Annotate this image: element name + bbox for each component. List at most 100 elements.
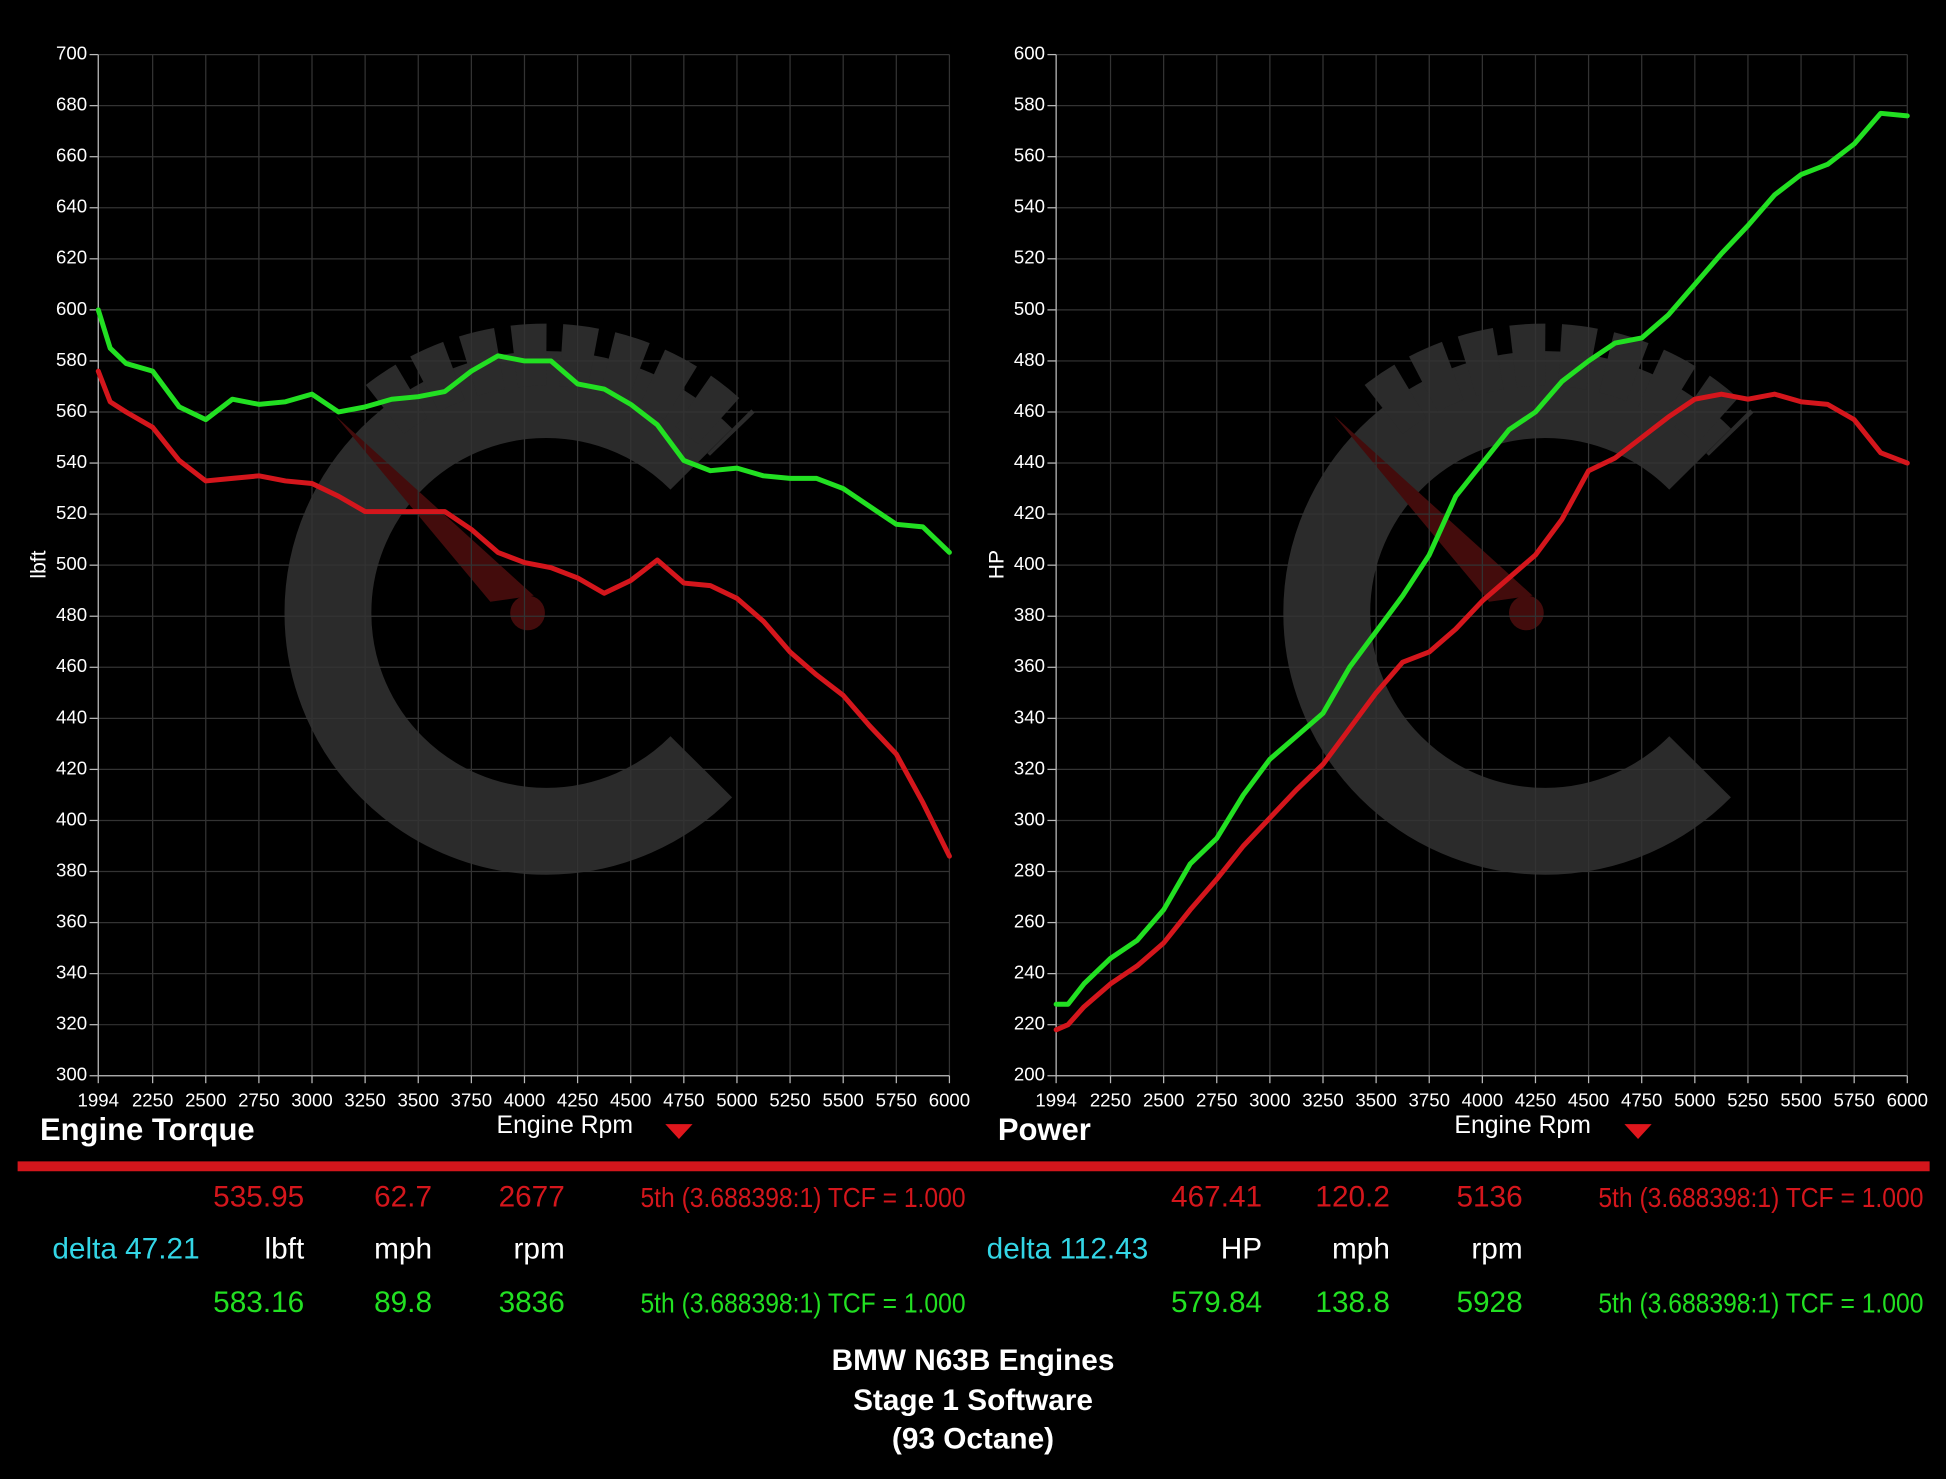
readout-red: 120.2: [1315, 1180, 1389, 1213]
y-tick-label: 560: [56, 400, 87, 421]
readout-red-gear: 5th (3.688398:1) TCF = 1.000: [1598, 1182, 1923, 1213]
y-axis-label: HP: [985, 550, 1008, 579]
y-tick-label: 420: [1014, 502, 1045, 523]
y-tick-label: 680: [56, 94, 87, 115]
dropdown-arrow: [1624, 1124, 1652, 1140]
y-tick-label: 340: [56, 962, 87, 983]
y-tick-label: 500: [1014, 298, 1045, 319]
watermark-gauge: [1364, 323, 1754, 457]
readout-unit: HP: [1221, 1233, 1262, 1266]
x-tick-label: 4000: [1462, 1090, 1503, 1111]
readout-unit: mph: [374, 1233, 432, 1266]
y-tick-label: 700: [56, 43, 87, 64]
y-tick-label: 600: [56, 298, 87, 319]
y-tick-label: 360: [1014, 655, 1045, 676]
y-tick-label: 520: [1014, 247, 1045, 268]
x-tick-label: 2500: [1143, 1090, 1184, 1111]
watermark-gauge: [365, 323, 755, 457]
x-tick-label: 4750: [1621, 1090, 1662, 1111]
y-tick-label: 360: [56, 910, 87, 931]
y-tick-label: 600: [1014, 43, 1045, 64]
y-tick-label: 660: [56, 145, 87, 166]
x-tick-label: 6000: [1887, 1090, 1928, 1111]
y-tick-label: 580: [56, 349, 87, 370]
y-tick-label: 240: [1014, 962, 1045, 983]
y-tick-label: 300: [56, 1064, 87, 1085]
x-tick-label: 4250: [1515, 1090, 1556, 1111]
x-tick-label: 2500: [185, 1090, 226, 1111]
y-tick-label: 460: [1014, 400, 1045, 421]
readout-green-gear: 5th (3.688398:1) TCF = 1.000: [1598, 1287, 1923, 1318]
watermark-needle: [335, 415, 534, 602]
y-tick-label: 380: [56, 859, 87, 880]
y-tick-label: 500: [56, 553, 87, 574]
x-tick-label: 4500: [1568, 1090, 1609, 1111]
y-tick-label: 520: [56, 502, 87, 523]
x-tick-label: 3000: [1249, 1090, 1290, 1111]
x-tick-label: 3000: [291, 1090, 332, 1111]
chart-title: Engine Torque: [40, 1112, 255, 1147]
x-tick-label: 4250: [557, 1090, 598, 1111]
x-tick-label: 2750: [1196, 1090, 1237, 1111]
dropdown-arrow: [665, 1124, 693, 1140]
readout-green: 138.8: [1315, 1286, 1389, 1319]
x-tick-label: 3750: [1409, 1090, 1450, 1111]
x-tick-label: 3250: [344, 1090, 385, 1111]
x-tick-label: 4750: [663, 1090, 704, 1111]
y-tick-label: 340: [1014, 706, 1045, 727]
y-axis-label: lbft: [28, 550, 51, 578]
y-tick-label: 440: [1014, 451, 1045, 472]
x-tick-label: 1994: [78, 1090, 119, 1111]
y-tick-label: 440: [56, 706, 87, 727]
y-tick-label: 460: [56, 655, 87, 676]
x-tick-label: 2750: [238, 1090, 279, 1111]
x-tick-label: 5000: [1674, 1090, 1715, 1111]
readout-green: 3836: [499, 1286, 565, 1319]
x-tick-label: 5500: [1780, 1090, 1821, 1111]
series-line: [1053, 391, 1910, 1033]
readout-green-gear: 5th (3.688398:1) TCF = 1.000: [640, 1287, 965, 1318]
watermark-arc: [1283, 351, 1731, 875]
readout-green: 583.16: [213, 1286, 304, 1319]
x-tick-label: 3750: [451, 1090, 492, 1111]
y-tick-label: 320: [56, 1013, 87, 1034]
x-tick-label: 5250: [1727, 1090, 1768, 1111]
x-tick-label: 4500: [610, 1090, 651, 1111]
readout-red: 535.95: [213, 1180, 304, 1213]
readout-green: 89.8: [374, 1286, 432, 1319]
x-tick-label: 1994: [1035, 1090, 1076, 1111]
x-tick-label: 5500: [822, 1090, 863, 1111]
x-tick-label: 3500: [398, 1090, 439, 1111]
x-tick-label: 4000: [504, 1090, 545, 1111]
y-tick-label: 480: [56, 604, 87, 625]
watermark-arc: [284, 351, 733, 875]
y-tick-label: 280: [1014, 859, 1045, 880]
x-tick-label: 2250: [1090, 1090, 1131, 1111]
y-tick-label: 420: [56, 757, 87, 778]
readout-delta: delta 112.43: [987, 1233, 1149, 1266]
y-tick-label: 400: [1014, 553, 1045, 574]
y-tick-label: 200: [1014, 1064, 1045, 1085]
y-tick-label: 260: [1014, 910, 1045, 931]
x-tick-label: 3500: [1355, 1090, 1396, 1111]
x-tick-label: 5000: [716, 1090, 757, 1111]
readout-green: 5928: [1456, 1286, 1522, 1319]
y-tick-label: 320: [1014, 757, 1045, 778]
readout-red: 5136: [1456, 1180, 1522, 1213]
x-tick-label: 3250: [1302, 1090, 1343, 1111]
readout-red: 467.41: [1171, 1180, 1262, 1213]
y-tick-label: 560: [1014, 145, 1045, 166]
y-tick-label: 640: [56, 196, 87, 217]
readout-green: 579.84: [1171, 1286, 1262, 1319]
x-tick-label: 2250: [132, 1090, 173, 1111]
readout-unit: lbft: [265, 1233, 305, 1266]
readout-red-gear: 5th (3.688398:1) TCF = 1.000: [640, 1182, 965, 1213]
chart-title: Power: [998, 1112, 1091, 1147]
readout-unit: rpm: [514, 1233, 565, 1266]
y-tick-label: 220: [1014, 1013, 1045, 1034]
y-tick-label: 480: [1014, 349, 1045, 370]
y-tick-label: 380: [1014, 604, 1045, 625]
series-line: [95, 307, 952, 555]
